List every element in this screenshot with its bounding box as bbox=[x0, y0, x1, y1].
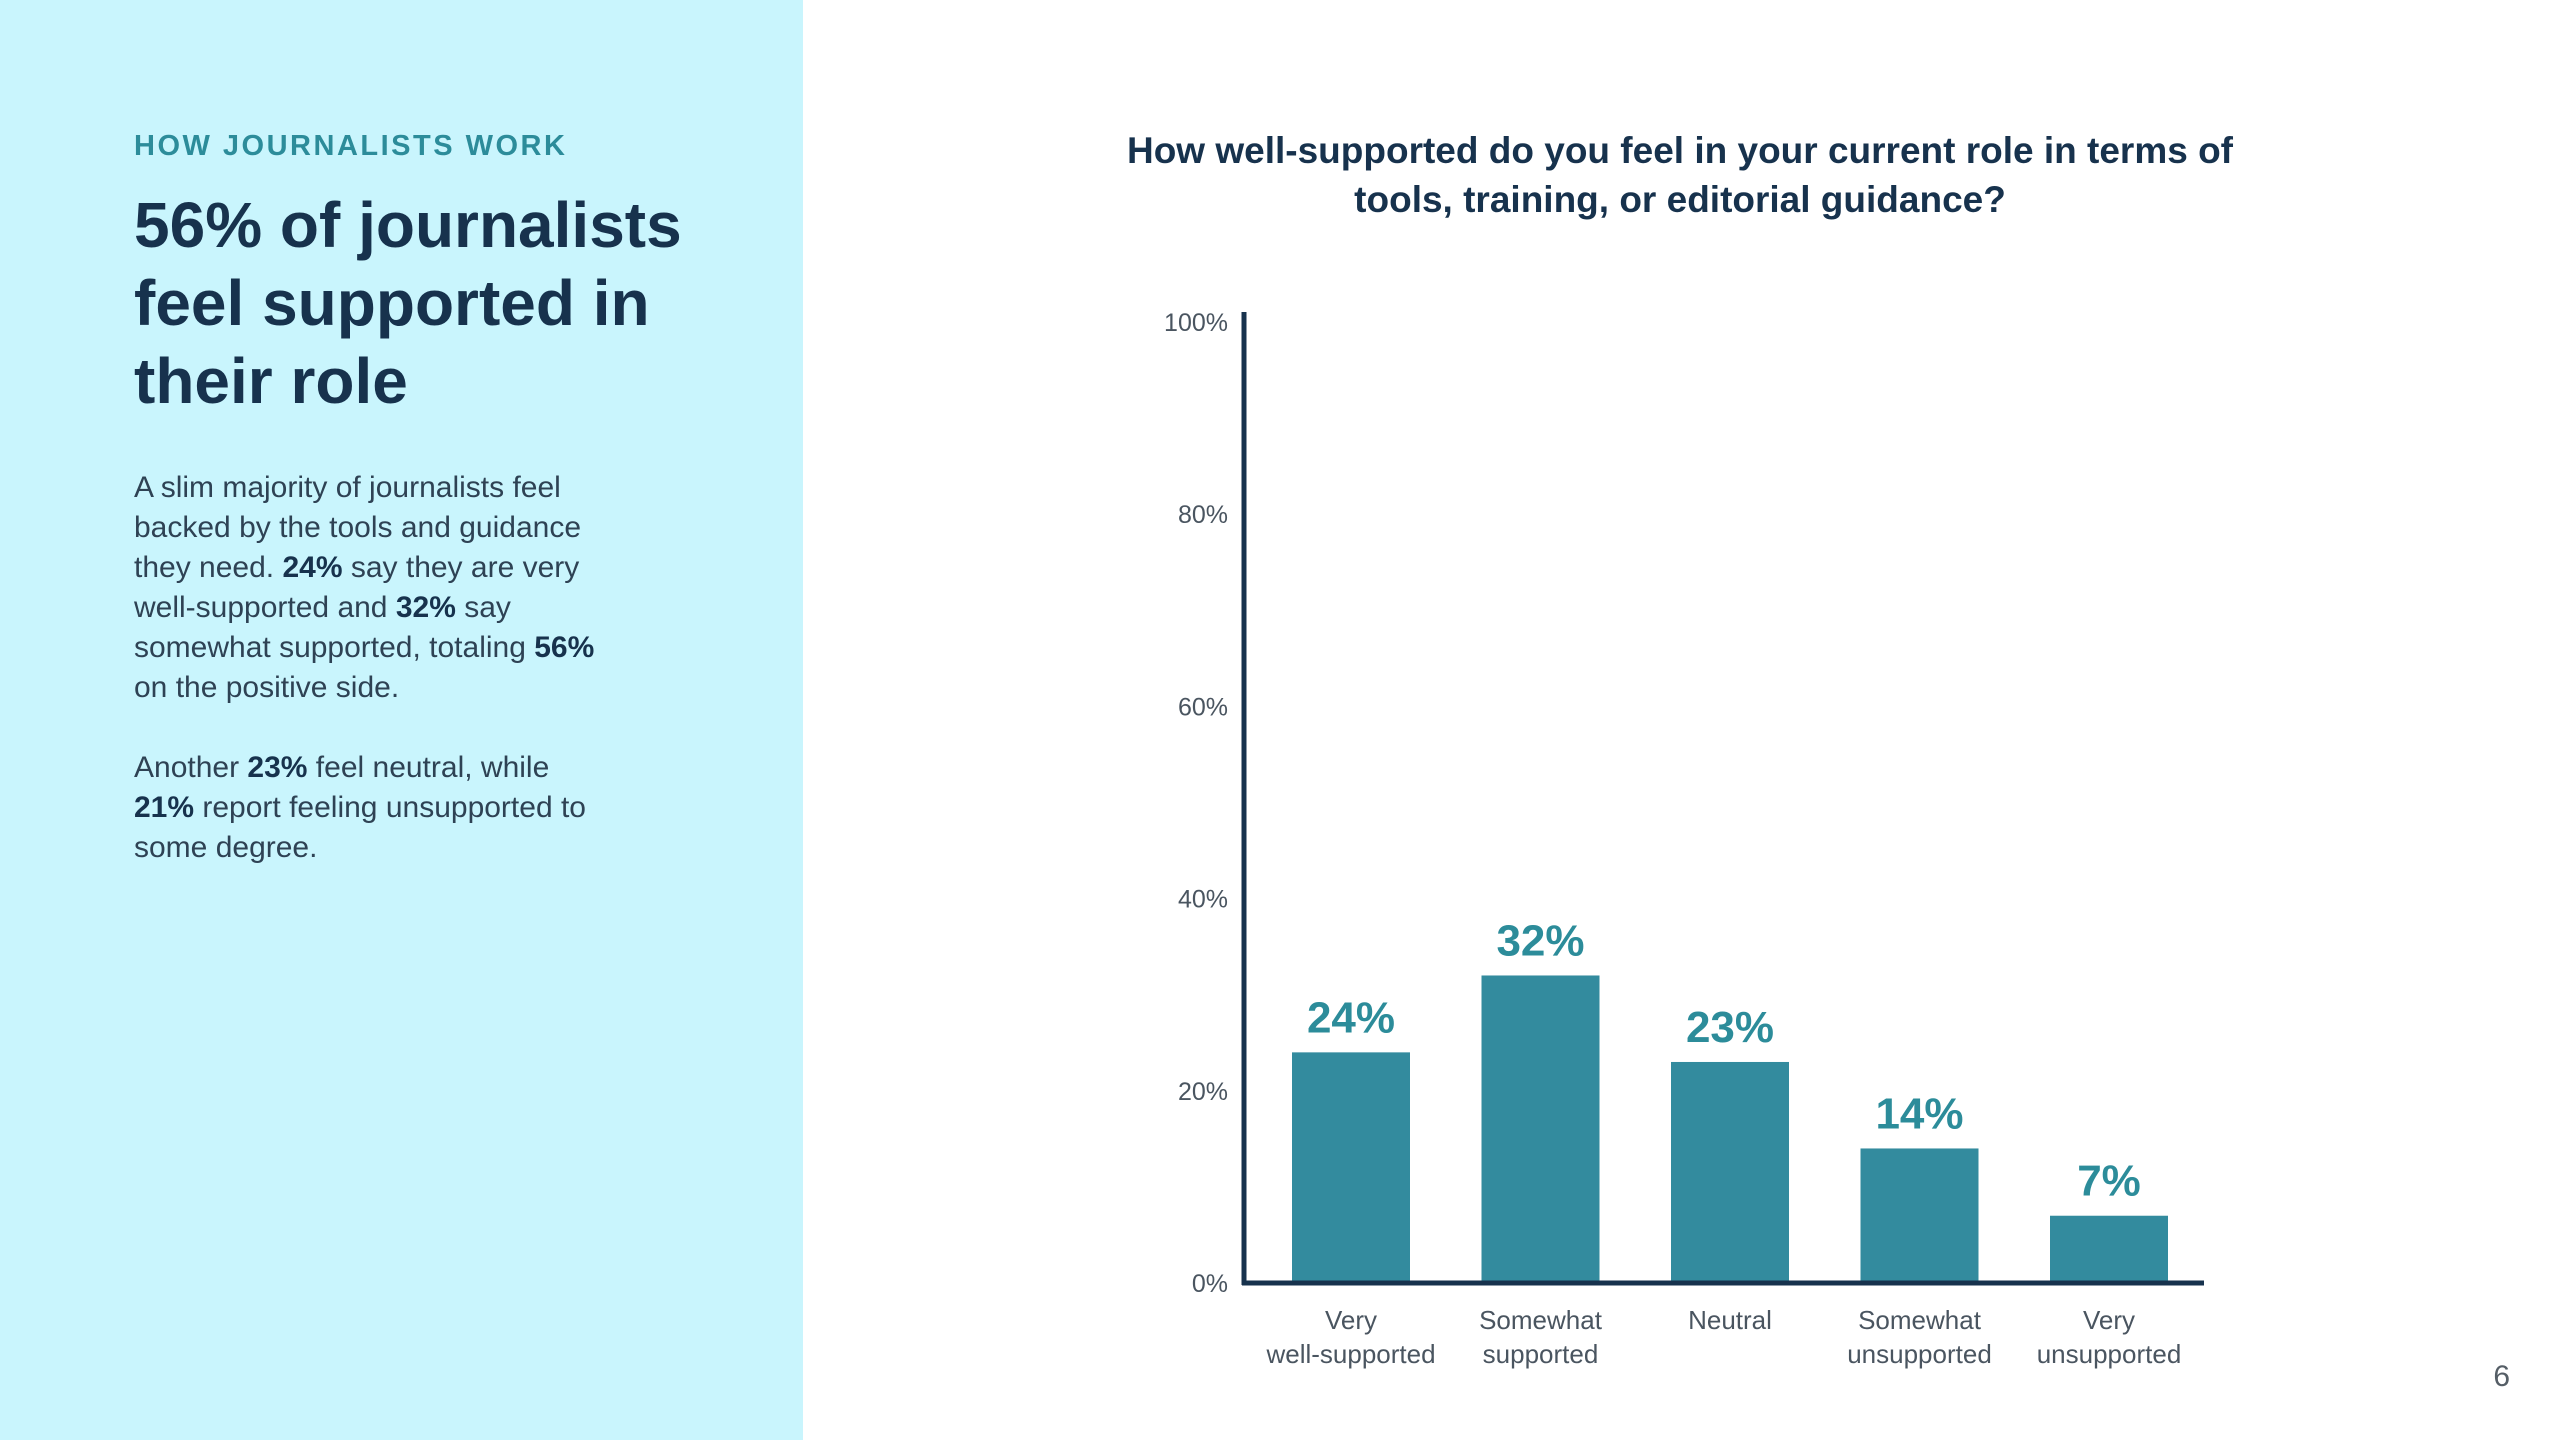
highlight-stat: 23% bbox=[247, 751, 308, 784]
y-tick-label: 0% bbox=[1192, 1270, 1228, 1298]
bar bbox=[2050, 1215, 2168, 1283]
x-tick-label: Neutral bbox=[1688, 1305, 1772, 1335]
x-tick-label-line: supported bbox=[1483, 1339, 1599, 1369]
bar bbox=[1481, 975, 1600, 1283]
highlight-stat: 24% bbox=[282, 551, 343, 584]
x-tick-label-line: Neutral bbox=[1688, 1305, 1772, 1335]
x-tick-label-line: Very bbox=[2083, 1305, 2135, 1335]
summary-paragraph-1: A slim majority of journalists feel back… bbox=[134, 468, 604, 708]
page-number: 6 bbox=[2493, 1360, 2510, 1393]
x-tick-label: Very well-supported bbox=[1265, 1305, 1435, 1369]
data-label: 32% bbox=[1496, 916, 1584, 965]
data-label: 14% bbox=[1875, 1089, 1963, 1138]
bar bbox=[1860, 1148, 1979, 1283]
x-tick-label-line: Very bbox=[1325, 1305, 1377, 1335]
y-tick-label: 60% bbox=[1178, 693, 1228, 721]
summary-paragraph-2: Another 23% feel neutral, while 21% repo… bbox=[134, 748, 604, 868]
summary-panel: HOW JOURNALISTS WORK 56% of journalists … bbox=[0, 0, 803, 1440]
paragraph-text: Another bbox=[134, 751, 248, 784]
highlight-stat: 56% bbox=[534, 631, 595, 664]
y-tick-label: 80% bbox=[1178, 501, 1228, 529]
bar bbox=[1292, 1052, 1410, 1283]
paragraph-text: say somewhat supported, totaling bbox=[134, 591, 535, 664]
x-tick-label: Somewhat unsupported bbox=[1847, 1305, 1992, 1369]
x-tick-label-line: Somewhat bbox=[1858, 1305, 1982, 1335]
paragraph-text: on the positive side. bbox=[134, 671, 400, 704]
data-label: 23% bbox=[1686, 1003, 1774, 1052]
x-tick-label-line: Somewhat bbox=[1479, 1305, 1603, 1335]
paragraph-text: feel neutral, while bbox=[307, 751, 550, 784]
highlight-stat: 21% bbox=[134, 791, 195, 824]
section-eyebrow: HOW JOURNALISTS WORK bbox=[134, 130, 568, 162]
y-tick-label: 40% bbox=[1178, 886, 1228, 914]
x-tick-label: Very unsupported bbox=[2037, 1305, 2182, 1369]
x-tick-label-line: unsupported bbox=[2037, 1339, 2182, 1369]
data-label: 24% bbox=[1307, 993, 1395, 1042]
headline: 56% of journalists feel supported in the… bbox=[134, 189, 682, 417]
data-label: 7% bbox=[2077, 1157, 2141, 1206]
paragraph-text: report feeling unsupported to some degre… bbox=[134, 791, 586, 864]
x-tick-label-line: unsupported bbox=[1847, 1339, 1992, 1369]
highlight-stat: 32% bbox=[395, 591, 456, 624]
x-tick-label: Somewhat supported bbox=[1479, 1305, 1603, 1369]
y-tick-label: 20% bbox=[1178, 1078, 1228, 1106]
bar bbox=[1671, 1061, 1789, 1283]
paragraph-text: A slim majority of journalists feel back… bbox=[134, 471, 581, 584]
paragraph-text: say they are very well-supported and bbox=[134, 551, 580, 624]
x-tick-label-line: well-supported bbox=[1265, 1339, 1435, 1369]
chart-title: How well-supported do you feel in your c… bbox=[1126, 130, 2233, 220]
y-tick-label: 100% bbox=[1164, 309, 1228, 337]
